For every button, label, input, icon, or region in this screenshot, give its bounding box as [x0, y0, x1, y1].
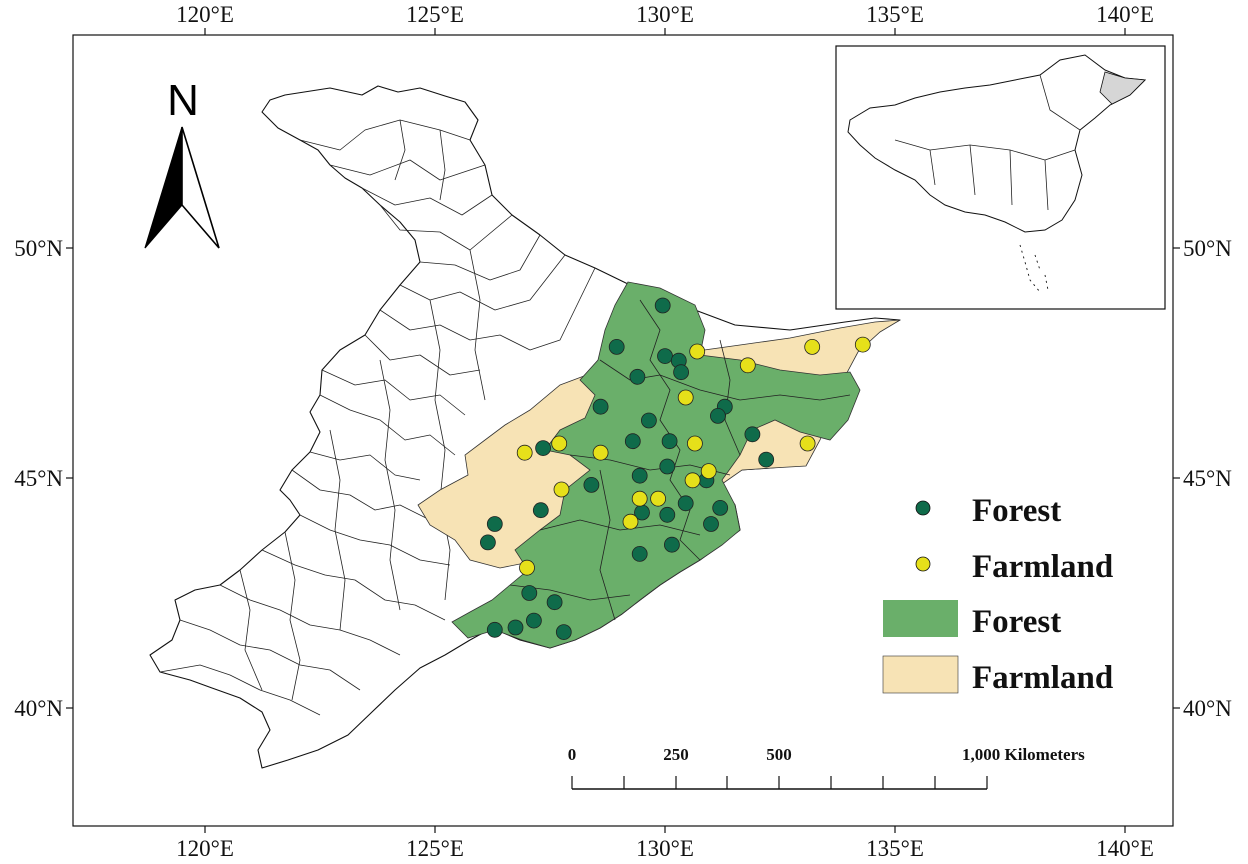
bottom-longitude-labels: 120°E 125°E 130°E 135°E 140°E	[176, 836, 1154, 861]
forest-site-marker-26	[703, 516, 719, 532]
legend-farmland-area-label: Farmland	[972, 660, 1113, 696]
legend-farmland-area-symbol	[882, 655, 959, 694]
forest-site-marker-1	[654, 297, 671, 314]
inset-map	[835, 45, 1166, 310]
legend-farmland-point-label: Farmland	[972, 549, 1113, 585]
forest-site-marker-14	[661, 433, 678, 450]
farmland-site-marker-11	[700, 463, 717, 480]
forest-site-marker-32	[507, 619, 524, 636]
forest-site-marker-31	[546, 594, 563, 611]
legend: Forest Farmland Forest Farmland	[882, 493, 1113, 696]
farmland-site-marker-4	[854, 336, 871, 353]
farmland-site-marker-8	[516, 444, 533, 461]
forest-site-marker-33	[526, 612, 542, 629]
forest-site-marker-3	[657, 348, 673, 365]
farmland-site-marker-17	[519, 559, 535, 576]
farmland-sites	[516, 336, 871, 576]
bottom-lon-label-3: 130°E	[636, 836, 694, 861]
legend-forest-area-label: Forest	[972, 604, 1061, 640]
farmland-site-marker-12	[684, 472, 701, 489]
inset-south-sea-islands	[1019, 244, 1049, 293]
legend-forest-area-symbol	[883, 600, 958, 637]
forest-site-marker-2	[608, 338, 625, 355]
left-lat-label-3: 40°N	[14, 696, 63, 721]
top-lon-label-4: 135°E	[866, 2, 924, 27]
farmland-site-marker-9	[687, 435, 703, 452]
legend-farmland-point-symbol	[915, 556, 931, 572]
farmland-site-marker-1	[689, 343, 706, 360]
farmland-site-marker-5	[677, 389, 694, 406]
forest-site-marker-20	[532, 502, 549, 519]
forest-site-marker-6	[673, 364, 689, 381]
forest-site-marker-9	[641, 412, 657, 429]
top-lon-label-3: 130°E	[636, 2, 694, 27]
left-lat-label-1: 50°N	[14, 236, 63, 261]
bottom-lon-label-5: 140°E	[1096, 836, 1154, 861]
forest-site-marker-34	[555, 624, 572, 640]
left-lat-label-2: 45°N	[14, 466, 63, 491]
right-latitude-labels: 50°N 45°N 40°N	[1183, 236, 1232, 721]
top-lon-label-5: 140°E	[1096, 2, 1154, 27]
bottom-lon-label-4: 135°E	[866, 836, 924, 861]
bottom-lon-label-2: 125°E	[406, 836, 464, 861]
farmland-site-marker-6	[551, 435, 568, 452]
farmland-site-marker-15	[650, 490, 666, 507]
forest-site-marker-11	[744, 426, 761, 443]
forest-site-marker-18	[583, 476, 600, 493]
forest-site-marker-7	[592, 398, 609, 415]
right-lat-label-1: 50°N	[1183, 236, 1232, 261]
forest-area	[451, 281, 861, 649]
farmland-site-marker-7	[592, 444, 609, 461]
farmland-site-marker-2	[739, 357, 756, 374]
scale-label-1000: 1,000 Kilometers	[962, 745, 1085, 764]
farmland-site-marker-16	[622, 513, 639, 530]
forest-site-marker-5	[629, 368, 646, 385]
forest-site-marker-29	[664, 536, 680, 553]
county-boundaries	[159, 119, 596, 716]
right-lat-label-3: 40°N	[1183, 696, 1232, 721]
forest-site-marker-24	[712, 499, 729, 516]
north-arrow-right-half	[181, 126, 220, 249]
scale-label-250: 250	[663, 745, 689, 764]
farmland-site-marker-13	[553, 481, 570, 498]
scale-bar: 0 250 500 1,000 Kilometers	[568, 745, 1085, 790]
axis-ticks	[66, 28, 1180, 833]
bottom-lon-label-1: 120°E	[176, 836, 234, 861]
forest-site-marker-25	[659, 506, 676, 523]
legend-forest-point-label: Forest	[972, 493, 1061, 529]
scale-label-500: 500	[766, 745, 792, 764]
forest-site-marker-35	[486, 621, 503, 638]
inset-northeast-highlight	[1099, 71, 1146, 105]
top-lon-label-2: 125°E	[406, 2, 464, 27]
forest-site-marker-27	[479, 534, 496, 551]
forest-sites	[479, 297, 775, 640]
forest-site-marker-21	[486, 516, 503, 532]
top-longitude-labels: 120°E 125°E 130°E 135°E 140°E	[176, 2, 1154, 27]
forest-site-marker-13	[624, 433, 641, 450]
top-lon-label-1: 120°E	[176, 2, 234, 27]
farmland-site-marker-3	[804, 338, 821, 355]
forest-site-marker-15	[758, 451, 775, 468]
legend-forest-point-symbol	[915, 500, 931, 516]
forest-site-marker-16	[631, 467, 648, 484]
forest-site-marker-12	[535, 440, 551, 457]
forest-site-marker-10	[710, 407, 726, 424]
north-arrow: N	[144, 76, 220, 249]
forest-site-marker-28	[631, 546, 648, 562]
right-lat-label-2: 45°N	[1183, 466, 1232, 491]
farmland-site-marker-14	[631, 490, 648, 507]
forest-site-marker-23	[677, 495, 694, 512]
forest-site-marker-30	[521, 585, 538, 601]
forest-site-marker-17	[659, 458, 676, 475]
left-latitude-labels: 50°N 45°N 40°N	[14, 236, 63, 721]
scale-label-0: 0	[568, 745, 577, 764]
north-arrow-label: N	[167, 76, 199, 125]
farmland-site-marker-10	[799, 435, 816, 452]
